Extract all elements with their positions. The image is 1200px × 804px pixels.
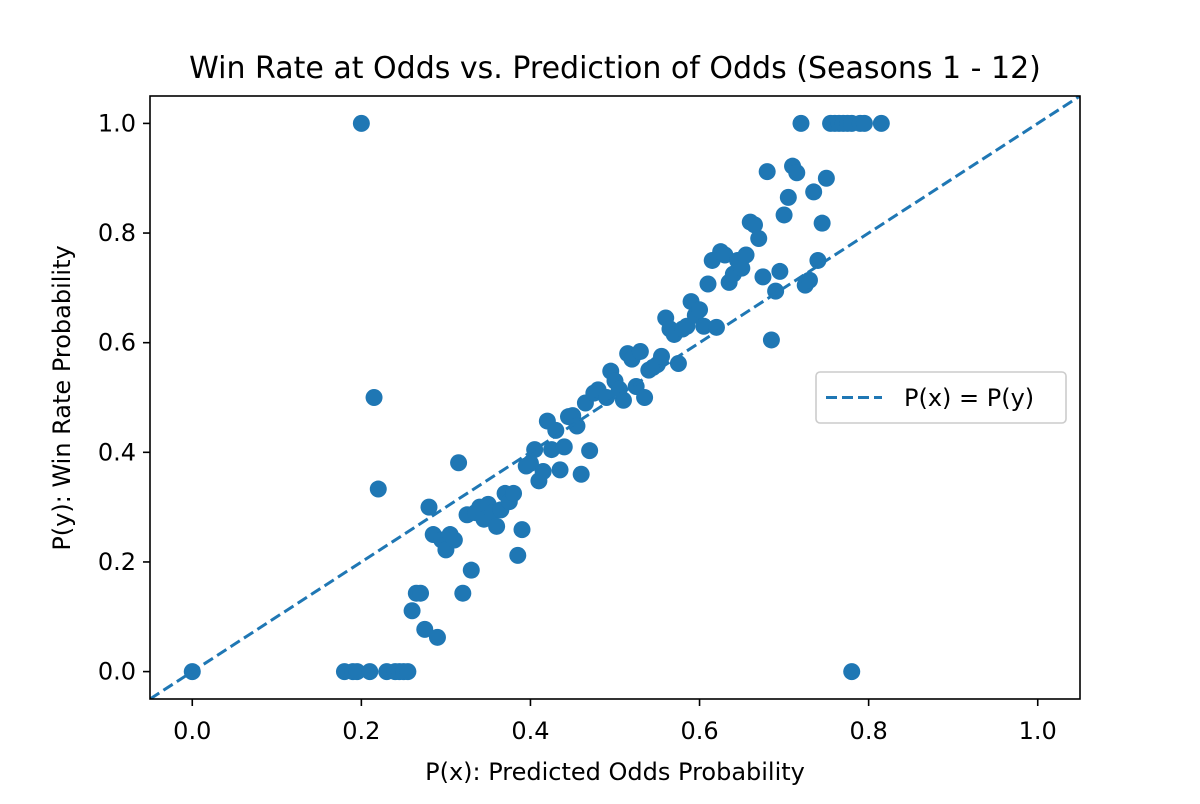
data-point [653, 347, 670, 365]
data-point [416, 620, 434, 638]
data-point [412, 584, 430, 602]
x-tick-label: 0.8 [850, 717, 888, 745]
data-point [813, 214, 831, 232]
plot-content [150, 96, 1080, 699]
data-point [543, 441, 561, 459]
data-point [631, 342, 649, 360]
data-point [771, 262, 789, 280]
data-point [352, 114, 370, 132]
data-point [762, 331, 780, 349]
data-point [614, 391, 632, 409]
data-point [779, 188, 797, 206]
data-point [716, 246, 734, 264]
y-axis: 0.0 0.2 0.4 0.6 0.8 1.0 [98, 109, 150, 686]
y-tick-label: 0.2 [98, 548, 136, 576]
data-point [691, 301, 709, 319]
x-tick-label: 0.2 [342, 717, 380, 745]
data-point [505, 484, 523, 502]
x-tick-label: 0.4 [511, 717, 549, 745]
data-point [754, 268, 772, 286]
data-point [707, 318, 725, 336]
data-point [872, 114, 890, 132]
data-point [568, 417, 586, 435]
data-point [450, 454, 468, 472]
data-point [746, 216, 763, 234]
data-point [805, 183, 823, 201]
data-point [399, 663, 417, 681]
data-point [513, 521, 531, 539]
data-point [817, 169, 835, 187]
y-tick-label: 0.0 [98, 658, 136, 686]
data-point [462, 561, 480, 579]
data-point [534, 463, 552, 481]
data-point [750, 230, 768, 248]
data-point [855, 114, 873, 132]
data-point [636, 389, 654, 406]
y-tick-label: 1.0 [98, 109, 136, 137]
legend-label: P(x) = P(y) [904, 384, 1034, 412]
data-point [454, 584, 472, 602]
legend-box [815, 371, 1067, 424]
data-point [365, 389, 383, 406]
data-point [758, 163, 776, 181]
data-point [788, 164, 806, 182]
y-tick-label: 0.8 [98, 219, 136, 247]
chart-title: Win Rate at Odds vs. Prediction of Odds … [189, 51, 1041, 86]
data-point [521, 454, 539, 472]
data-point [792, 114, 810, 132]
data-point [695, 317, 713, 335]
data-point [361, 663, 379, 681]
data-point [572, 465, 590, 483]
y-tick-label: 0.4 [98, 438, 136, 466]
reference-line [150, 96, 1080, 699]
x-axis-label: P(x): Predicted Odds Probability [425, 758, 805, 786]
legend: P(x) = P(y) [815, 371, 1067, 424]
data-point [445, 531, 463, 549]
x-axis: 0.0 0.2 0.4 0.6 0.8 1.0 [173, 699, 1057, 745]
data-point [843, 663, 861, 681]
plot-frame [149, 95, 1081, 700]
x-tick-label: 1.0 [1019, 717, 1057, 745]
x-tick-label: 0.0 [173, 717, 211, 745]
data-point [800, 271, 818, 289]
data-point [733, 259, 751, 277]
data-point [555, 438, 573, 456]
data-point [581, 442, 599, 460]
y-tick-label: 0.6 [98, 329, 136, 357]
data-point [509, 546, 527, 564]
data-point [403, 602, 421, 620]
data-point [420, 498, 438, 516]
data-point [775, 206, 793, 224]
data-point [369, 480, 387, 498]
data-point [428, 628, 446, 646]
data-point [551, 461, 569, 479]
data-point [348, 663, 366, 681]
data-point [737, 246, 755, 264]
data-point [488, 517, 506, 535]
y-axis-label: P(y): Win Rate Probability [48, 245, 76, 550]
x-tick-label: 0.6 [680, 717, 718, 745]
data-point [699, 275, 717, 293]
